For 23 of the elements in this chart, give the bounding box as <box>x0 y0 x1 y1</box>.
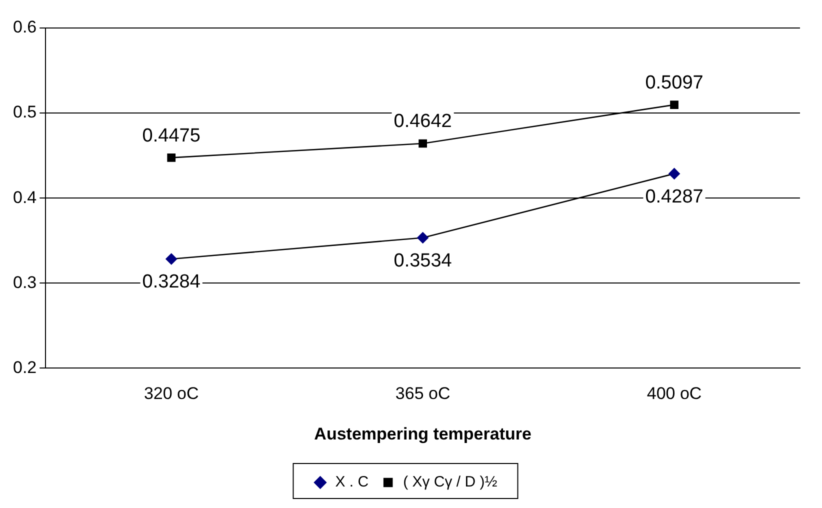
data-label: 0.3284 <box>142 272 201 293</box>
x-axis-title: Austempering temperature <box>314 424 532 444</box>
data-label: 0.4287 <box>645 186 704 208</box>
point <box>167 154 176 162</box>
point <box>668 168 680 180</box>
x-tick-label: 365 oC <box>395 384 450 404</box>
x-tick-label: 400 oC <box>646 384 702 404</box>
y-tick-label: 0.3 <box>12 272 37 292</box>
y-tick-label: 0.6 <box>12 18 37 37</box>
y-tick-label: 0.5 <box>12 102 37 122</box>
y-tick-label: 0.2 <box>12 358 37 377</box>
data-label: 0.5097 <box>645 72 704 94</box>
legend-label: X . C <box>335 474 369 491</box>
data-label: 0.3534 <box>394 250 452 272</box>
legend-label: ( Xγ Cγ / D )½ <box>403 474 498 491</box>
point <box>418 139 427 148</box>
data-label: 0.4475 <box>142 125 200 146</box>
data-label: 0.4642 <box>394 111 452 132</box>
point <box>417 232 428 244</box>
point <box>166 253 178 265</box>
x-tick-label: 320 oC <box>144 384 199 404</box>
point <box>670 100 678 109</box>
y-tick-label: 0.4 <box>12 188 37 207</box>
